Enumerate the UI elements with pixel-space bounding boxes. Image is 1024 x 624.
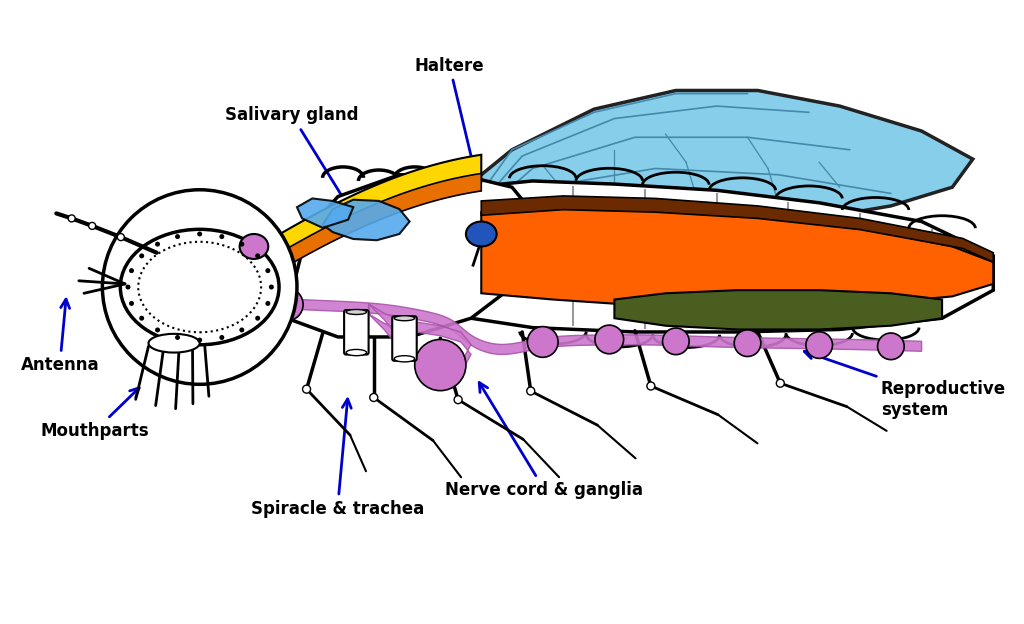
Circle shape	[302, 385, 310, 393]
Polygon shape	[614, 290, 942, 329]
Circle shape	[255, 316, 260, 321]
Circle shape	[219, 234, 224, 239]
Circle shape	[734, 330, 761, 356]
Text: Salivary gland: Salivary gland	[225, 107, 360, 226]
Circle shape	[595, 325, 624, 354]
Circle shape	[240, 328, 245, 333]
Circle shape	[89, 222, 95, 230]
Circle shape	[776, 379, 784, 388]
Ellipse shape	[404, 215, 507, 253]
Text: Mouthparts: Mouthparts	[41, 388, 150, 439]
Circle shape	[526, 387, 535, 395]
Polygon shape	[369, 304, 471, 379]
Circle shape	[118, 233, 124, 241]
Text: Haltere: Haltere	[415, 57, 484, 185]
Circle shape	[240, 241, 245, 246]
Circle shape	[69, 215, 75, 222]
Polygon shape	[297, 198, 353, 228]
Circle shape	[219, 335, 224, 340]
Circle shape	[663, 328, 689, 354]
Text: Reproductive
system: Reproductive system	[804, 350, 1006, 419]
Text: Gut: Gut	[829, 273, 930, 314]
Circle shape	[155, 328, 160, 333]
Circle shape	[269, 285, 273, 290]
Polygon shape	[210, 173, 481, 313]
Circle shape	[415, 339, 466, 391]
Text: Dorsal vessel: Dorsal vessel	[764, 261, 934, 299]
Polygon shape	[481, 196, 993, 262]
Polygon shape	[287, 175, 532, 337]
Circle shape	[647, 382, 655, 390]
Circle shape	[139, 253, 144, 258]
Polygon shape	[430, 90, 973, 255]
Circle shape	[155, 241, 160, 246]
Circle shape	[129, 268, 134, 273]
Circle shape	[175, 335, 180, 340]
Ellipse shape	[148, 334, 200, 353]
Circle shape	[129, 301, 134, 306]
FancyBboxPatch shape	[392, 316, 417, 361]
Text: Spiracle & trachea: Spiracle & trachea	[251, 399, 424, 517]
Ellipse shape	[346, 349, 367, 356]
Circle shape	[265, 301, 270, 306]
Circle shape	[139, 316, 144, 321]
Polygon shape	[210, 155, 481, 304]
Ellipse shape	[240, 234, 268, 259]
Circle shape	[270, 288, 303, 321]
FancyBboxPatch shape	[344, 310, 369, 354]
Circle shape	[265, 268, 270, 273]
Circle shape	[224, 278, 257, 311]
Polygon shape	[481, 204, 993, 307]
Ellipse shape	[121, 229, 279, 344]
Ellipse shape	[346, 310, 367, 314]
Ellipse shape	[466, 222, 497, 246]
Circle shape	[198, 338, 202, 343]
Ellipse shape	[394, 356, 415, 362]
Circle shape	[370, 394, 378, 401]
Circle shape	[126, 285, 130, 290]
Circle shape	[878, 333, 904, 359]
Circle shape	[175, 234, 180, 239]
Circle shape	[527, 326, 558, 358]
Text: Nerve cord & ganglia: Nerve cord & ganglia	[445, 383, 643, 499]
Circle shape	[806, 332, 833, 358]
Polygon shape	[323, 200, 410, 240]
Polygon shape	[471, 181, 993, 332]
Text: Antenna: Antenna	[20, 299, 99, 374]
Circle shape	[255, 253, 260, 258]
Circle shape	[102, 190, 297, 384]
Circle shape	[198, 232, 202, 236]
Ellipse shape	[394, 316, 415, 321]
Polygon shape	[244, 237, 282, 287]
Circle shape	[454, 396, 462, 404]
Polygon shape	[230, 288, 922, 354]
